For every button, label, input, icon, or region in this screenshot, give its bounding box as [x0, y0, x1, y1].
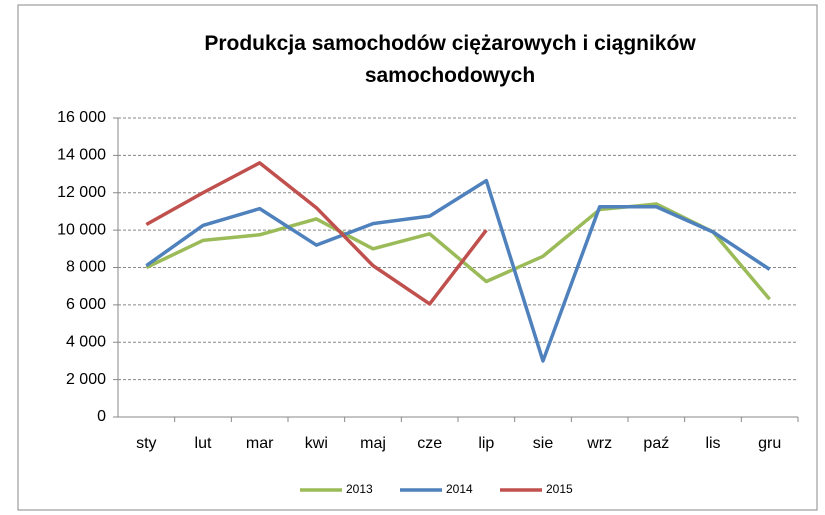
y-tick-label: 8 000: [66, 259, 106, 276]
x-tick-label: cze: [417, 435, 442, 452]
x-tick-label: sty: [136, 435, 156, 452]
x-tick-label: wrz: [586, 435, 612, 452]
x-tick-label: maj: [360, 435, 386, 452]
x-tick-label: lis: [705, 435, 720, 452]
y-tick-label: 14 000: [57, 147, 106, 164]
legend-label: 2015: [546, 482, 573, 496]
y-tick-label: 6 000: [66, 296, 106, 313]
x-tick-label: paź: [643, 435, 669, 452]
x-tick-label: gru: [758, 435, 781, 452]
legend-label: 2014: [446, 482, 473, 496]
y-tick-label: 4 000: [66, 333, 106, 350]
x-tick-label: sie: [533, 435, 554, 452]
y-tick-label: 16 000: [57, 109, 106, 126]
x-tick-label: lip: [478, 435, 494, 452]
series-line: [145, 178, 771, 363]
chart-border: [17, 4, 818, 511]
x-tick-label: kwi: [305, 435, 328, 452]
x-tick-label: mar: [246, 435, 274, 452]
series-line: [145, 161, 488, 306]
y-tick-label: 12 000: [57, 184, 106, 201]
x-tick-label: lut: [195, 435, 212, 452]
chart-title: Produkcja samochodów ciężarowych i ciągn…: [204, 32, 696, 87]
y-tick-label: 2 000: [66, 371, 106, 388]
y-tick-label: 10 000: [57, 221, 106, 238]
series-line: [145, 202, 772, 301]
legend-label: 2013: [346, 482, 373, 496]
y-tick-label: 0: [97, 408, 106, 425]
